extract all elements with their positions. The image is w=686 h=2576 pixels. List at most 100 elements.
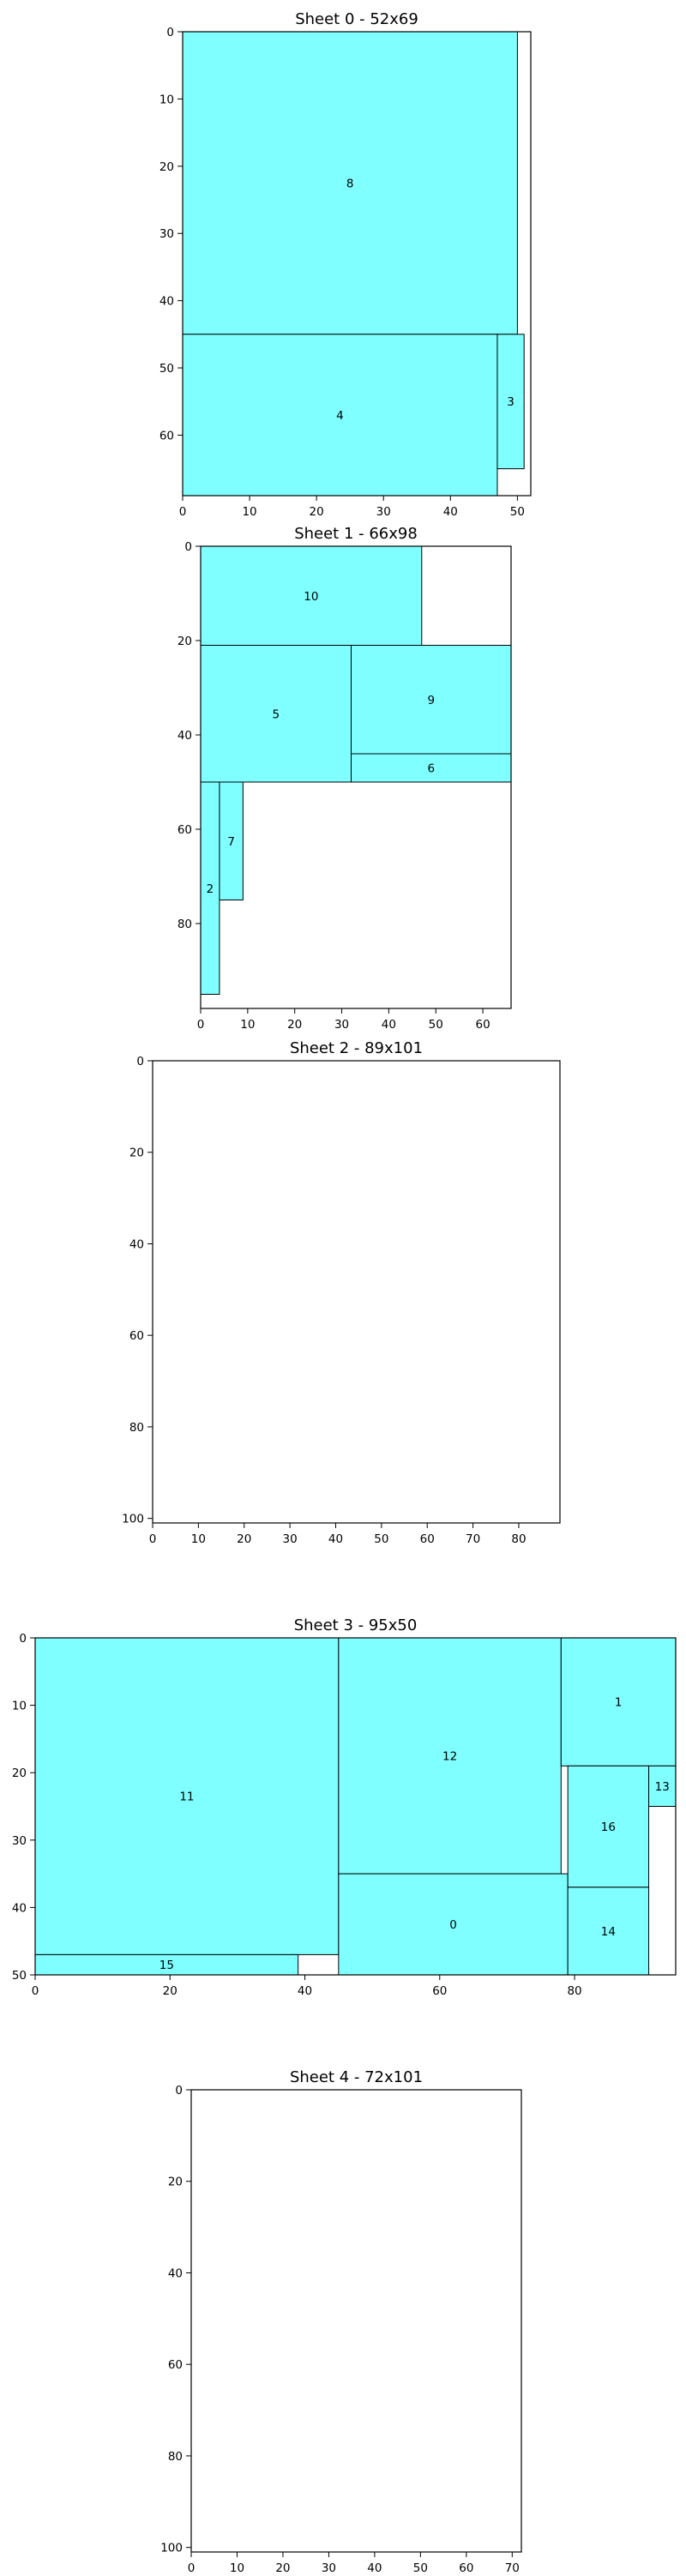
x-tick-label: 10 — [242, 505, 256, 519]
y-tick-label: 40 — [129, 1237, 144, 1251]
sheet-title: Sheet 2 - 89x101 — [290, 1039, 423, 1057]
sheet-frame — [182, 31, 532, 497]
piece-label-10: 10 — [304, 590, 318, 604]
sheet-frame — [190, 2089, 522, 2553]
y-tick-label: 20 — [12, 1766, 27, 1780]
y-tick-label: 40 — [178, 729, 192, 743]
x-tick-label: 30 — [376, 505, 391, 519]
y-tick-label: 20 — [168, 2176, 183, 2189]
sheet-1: Sheet 1 - 66x98 10 5 9 6 2 7 0 10 20 30 40 50 60 0 20 40… — [178, 525, 512, 1032]
sheet-title: Sheet 4 - 72x101 — [290, 2068, 423, 2086]
y-tick-label: 80 — [168, 2450, 183, 2464]
y-tick-label: 0 — [166, 26, 174, 39]
x-tick-label: 40 — [328, 1532, 343, 1546]
piece-label-13: 13 — [655, 1780, 670, 1794]
x-tick-label: 0 — [197, 1018, 205, 1032]
piece-label-3: 3 — [507, 395, 514, 409]
x-tick-label: 60 — [475, 1018, 490, 1032]
sheet-frame — [200, 545, 512, 1009]
piece-label-16: 16 — [601, 1821, 616, 1834]
piece-label-8: 8 — [346, 177, 354, 190]
piece-8 — [182, 31, 518, 335]
x-tick-label: 20 — [275, 2561, 290, 2573]
y-tick-label: 40 — [168, 2266, 183, 2280]
x-tick-label: 50 — [429, 1018, 443, 1032]
piece-label-6: 6 — [427, 762, 435, 776]
x-tick-label: 70 — [466, 1532, 480, 1546]
y-tick-label: 100 — [122, 1513, 144, 1526]
x-tick-label: 40 — [443, 505, 458, 519]
x-tick-label: 30 — [322, 2561, 336, 2573]
y-tick-label: 40 — [159, 295, 174, 309]
piece-label-1: 1 — [615, 1696, 623, 1710]
y-tick-label: 50 — [159, 362, 174, 376]
y-tick-label: 0 — [175, 2084, 183, 2098]
x-tick-label: 10 — [191, 1532, 206, 1546]
x-tick-label: 50 — [510, 505, 525, 519]
y-tick-label: 60 — [168, 2358, 183, 2372]
x-tick-label: 0 — [32, 1984, 39, 1998]
x-tick-label: 30 — [334, 1018, 349, 1032]
x-tick-label: 80 — [511, 1532, 526, 1546]
x-tick-label: 40 — [298, 1984, 312, 1998]
x-tick-label: 50 — [374, 1532, 388, 1546]
y-tick-label: 80 — [129, 1421, 144, 1435]
piece-12 — [338, 1637, 562, 1875]
y-tick-label: 10 — [159, 93, 174, 106]
piece-label-11: 11 — [179, 1791, 194, 1804]
y-tick-label: 50 — [12, 1969, 27, 1983]
piece-label-4: 4 — [336, 409, 344, 423]
piece-7 — [219, 781, 244, 900]
piece-label-0: 0 — [449, 1918, 457, 1932]
x-tick-label: 20 — [310, 505, 324, 519]
piece-label-12: 12 — [442, 1750, 457, 1764]
x-tick-label: 0 — [188, 2561, 196, 2573]
y-tick-label: 100 — [160, 2542, 183, 2555]
x-tick-label: 40 — [382, 1018, 396, 1032]
y-tick-label: 20 — [129, 1147, 144, 1160]
x-tick-label: 10 — [230, 2561, 244, 2573]
x-tick-label: 20 — [287, 1018, 302, 1032]
piece-5 — [200, 645, 352, 783]
piece-14 — [567, 1887, 650, 1976]
sheet-title: Sheet 0 - 52x69 — [295, 10, 418, 28]
sheet-2: Sheet 2 - 89x101 0 10 20 30 40 50 60 70 80 0 20 40 60… — [122, 1039, 561, 1546]
y-tick-label: 0 — [136, 1055, 144, 1068]
piece-3 — [496, 334, 525, 470]
x-tick-label: 60 — [432, 1984, 447, 1998]
x-tick-label: 20 — [163, 1984, 178, 1998]
piece-9 — [351, 645, 512, 755]
y-tick-label: 60 — [178, 823, 192, 837]
y-tick-label: 20 — [159, 160, 174, 174]
piece-1 — [560, 1637, 677, 1766]
sheet-title: Sheet 3 - 95x50 — [294, 1616, 418, 1634]
piece-16 — [567, 1765, 650, 1888]
y-tick-label: 80 — [178, 918, 192, 931]
piece-11 — [34, 1637, 340, 1955]
sheet-4: Sheet 4 - 72x101 0 10 20 30 40 50 60 70 0 20 40 60 80… — [160, 2068, 522, 2575]
y-tick-label: 40 — [12, 1901, 27, 1915]
x-tick-label: 40 — [367, 2561, 382, 2573]
sheet-title: Sheet 1 - 66x98 — [294, 525, 418, 543]
y-tick-label: 0 — [184, 540, 192, 554]
piece-label-14: 14 — [601, 1925, 616, 1939]
piece-label-9: 9 — [427, 694, 435, 707]
y-tick-label: 20 — [178, 635, 192, 648]
sheet-frame — [152, 1060, 561, 1524]
y-tick-label: 30 — [12, 1834, 27, 1848]
piece-0 — [338, 1873, 569, 1976]
y-tick-label: 60 — [129, 1329, 144, 1343]
y-tick-label: 60 — [159, 429, 174, 442]
piece-6 — [351, 753, 512, 783]
x-tick-label: 60 — [459, 2561, 473, 2573]
x-tick-label: 80 — [567, 1984, 581, 1998]
y-tick-label: 10 — [12, 1700, 27, 1713]
sheet-frame — [34, 1637, 677, 1976]
sheet-3: Sheet 3 - 95x50 11 15 12 0 1 16 13 14 0 20 40 60 80 0 1… — [12, 1616, 677, 1998]
x-tick-label: 20 — [237, 1532, 251, 1546]
x-tick-label: 50 — [413, 2561, 428, 2573]
piece-label-5: 5 — [272, 707, 280, 721]
piece-label-15: 15 — [159, 1959, 174, 1972]
